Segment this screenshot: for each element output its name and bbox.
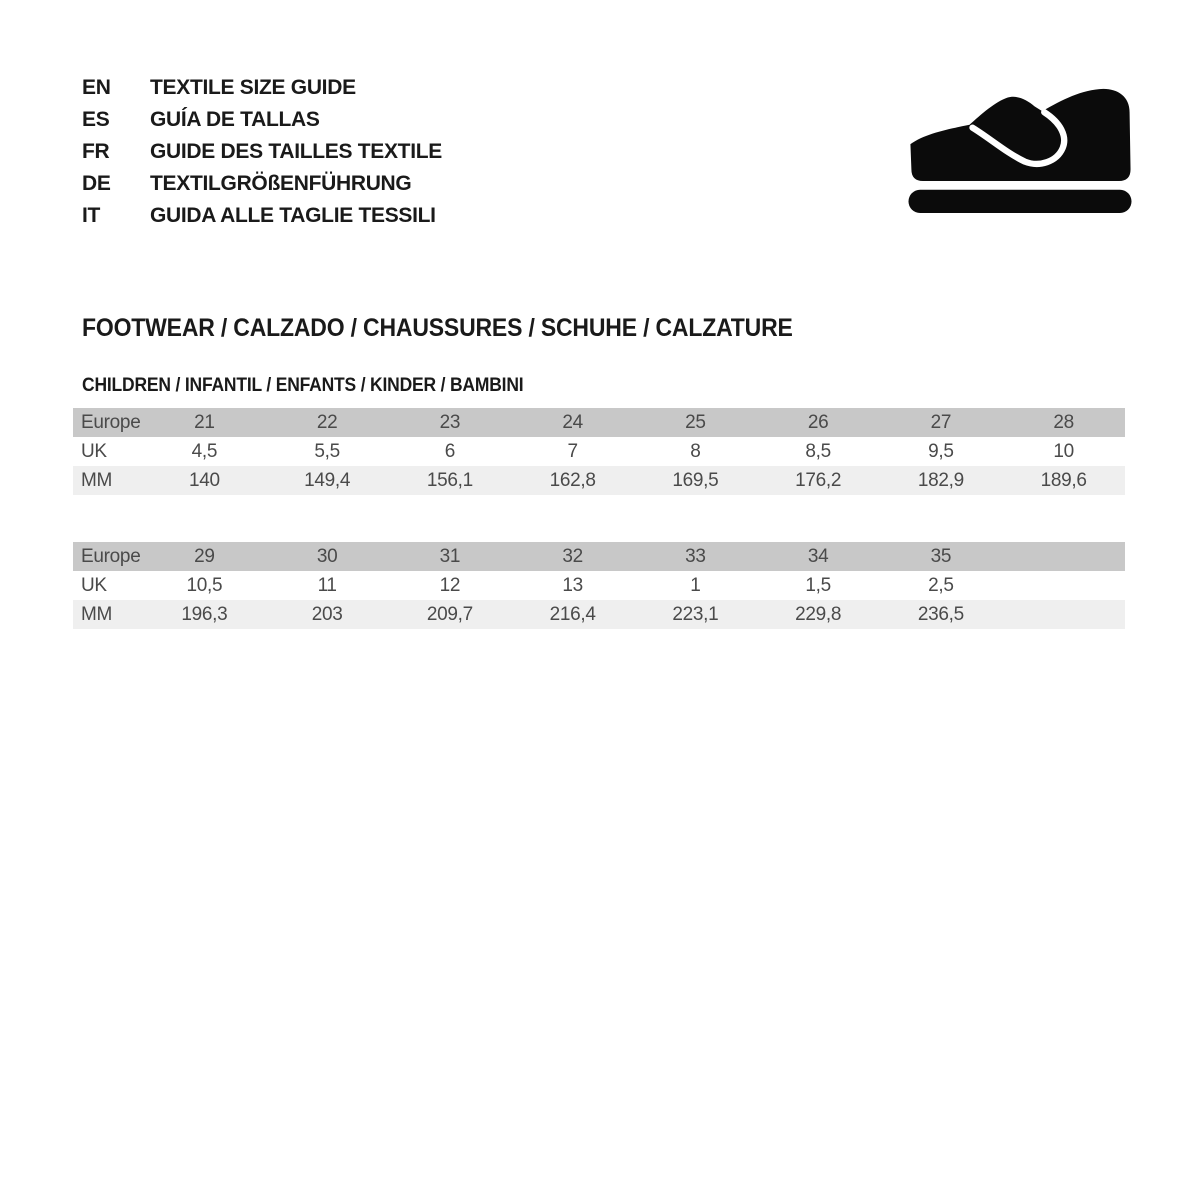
language-row-en: EN TEXTILE SIZE GUIDE [82,72,442,104]
language-code: EN [82,76,111,99]
size-table-2: Europe 29 30 31 32 33 34 35 UK 10,5 11 12 13 1 1,5 2,5 M… [73,542,1125,629]
size-cell: 27 [879,408,1003,437]
size-cell: 203 [265,600,389,629]
row-label: UK [73,571,143,600]
size-cell: 32 [511,542,634,571]
size-cell: 156,1 [388,466,512,495]
table-row-europe: Europe 21 22 23 24 25 26 27 28 [73,408,1125,437]
language-row-es: ES GUÍA DE TALLAS [82,104,442,136]
size-cell: 34 [756,542,880,571]
table-row-uk: UK 4,5 5,5 6 7 8 8,5 9,5 10 [73,437,1125,466]
size-cell: 6 [388,437,512,466]
size-cell: 9,5 [879,437,1003,466]
size-cell [1002,600,1125,629]
size-cell: 26 [756,408,880,437]
size-cell: 30 [265,542,389,571]
language-list: EN TEXTILE SIZE GUIDE ES GUÍA DE TALLAS FR GU… [82,72,442,232]
section-subtitle: CHILDREN / INFANTIL / ENFANTS / KINDER /… [82,375,524,396]
size-cell: 10 [1002,437,1125,466]
size-cell: 28 [1002,408,1125,437]
size-cell: 196,3 [143,600,266,629]
language-code: DE [82,172,111,195]
size-cell: 8 [634,437,757,466]
size-cell: 182,9 [879,466,1003,495]
row-label: MM [73,466,143,495]
size-cell: 31 [388,542,512,571]
size-cell: 33 [634,542,757,571]
size-cell: 21 [143,408,266,437]
language-code: FR [82,140,110,163]
size-cell: 23 [388,408,512,437]
size-cell: 223,1 [634,600,757,629]
table-row-uk: UK 10,5 11 12 13 1 1,5 2,5 [73,571,1125,600]
size-cell: 8,5 [756,437,880,466]
table-row-europe: Europe 29 30 31 32 33 34 35 [73,542,1125,571]
size-cell: 169,5 [634,466,757,495]
size-cell: 12 [388,571,512,600]
language-row-fr: FR GUIDE DES TAILLES TEXTILE [82,136,442,168]
size-cell: 236,5 [879,600,1003,629]
size-cell: 1,5 [756,571,880,600]
size-cell: 140 [143,466,266,495]
language-guide-title: GUÍA DE TALLAS [150,108,320,131]
children-shoe-icon [906,86,1134,214]
size-cell: 22 [265,408,389,437]
size-cell: 35 [879,542,1003,571]
size-cell: 10,5 [143,571,266,600]
size-cell: 2,5 [879,571,1003,600]
size-cell: 25 [634,408,757,437]
language-guide-title: GUIDA ALLE TAGLIE TESSILI [150,204,436,227]
language-guide-title: TEXTILE SIZE GUIDE [150,76,356,99]
language-guide-title: GUIDE DES TAILLES TEXTILE [150,140,442,163]
size-cell: 176,2 [756,466,880,495]
size-cell [1002,542,1125,571]
size-cell: 209,7 [388,600,512,629]
size-cell: 216,4 [511,600,634,629]
row-label: UK [73,437,143,466]
size-cell: 1 [634,571,757,600]
language-code: IT [82,204,101,227]
table-row-mm: MM 140 149,4 156,1 162,8 169,5 176,2 182,9 189,6 [73,466,1125,495]
size-cell: 11 [265,571,389,600]
language-row-it: IT GUIDA ALLE TAGLIE TESSILI [82,200,442,232]
size-cell: 5,5 [265,437,389,466]
size-cell [1002,571,1125,600]
size-cell: 4,5 [143,437,266,466]
size-cell: 189,6 [1002,466,1125,495]
row-label: Europe [73,542,143,571]
row-label: Europe [73,408,143,437]
size-cell: 162,8 [511,466,634,495]
table-row-mm: MM 196,3 203 209,7 216,4 223,1 229,8 236,5 [73,600,1125,629]
size-cell: 7 [511,437,634,466]
size-cell: 24 [511,408,634,437]
language-row-de: DE TEXTILGRÖßENFÜHRUNG [82,168,442,200]
language-guide-title: TEXTILGRÖßENFÜHRUNG [150,172,412,195]
section-title: FOOTWEAR / CALZADO / CHAUSSURES / SCHUHE… [82,314,793,342]
size-cell: 13 [511,571,634,600]
size-cell: 229,8 [756,600,880,629]
size-table-1: Europe 21 22 23 24 25 26 27 28 UK 4,5 5,5 6 7 8 8,5 9,5 1… [73,408,1125,495]
size-cell: 149,4 [265,466,389,495]
row-label: MM [73,600,143,629]
language-code: ES [82,108,110,131]
size-cell: 29 [143,542,266,571]
